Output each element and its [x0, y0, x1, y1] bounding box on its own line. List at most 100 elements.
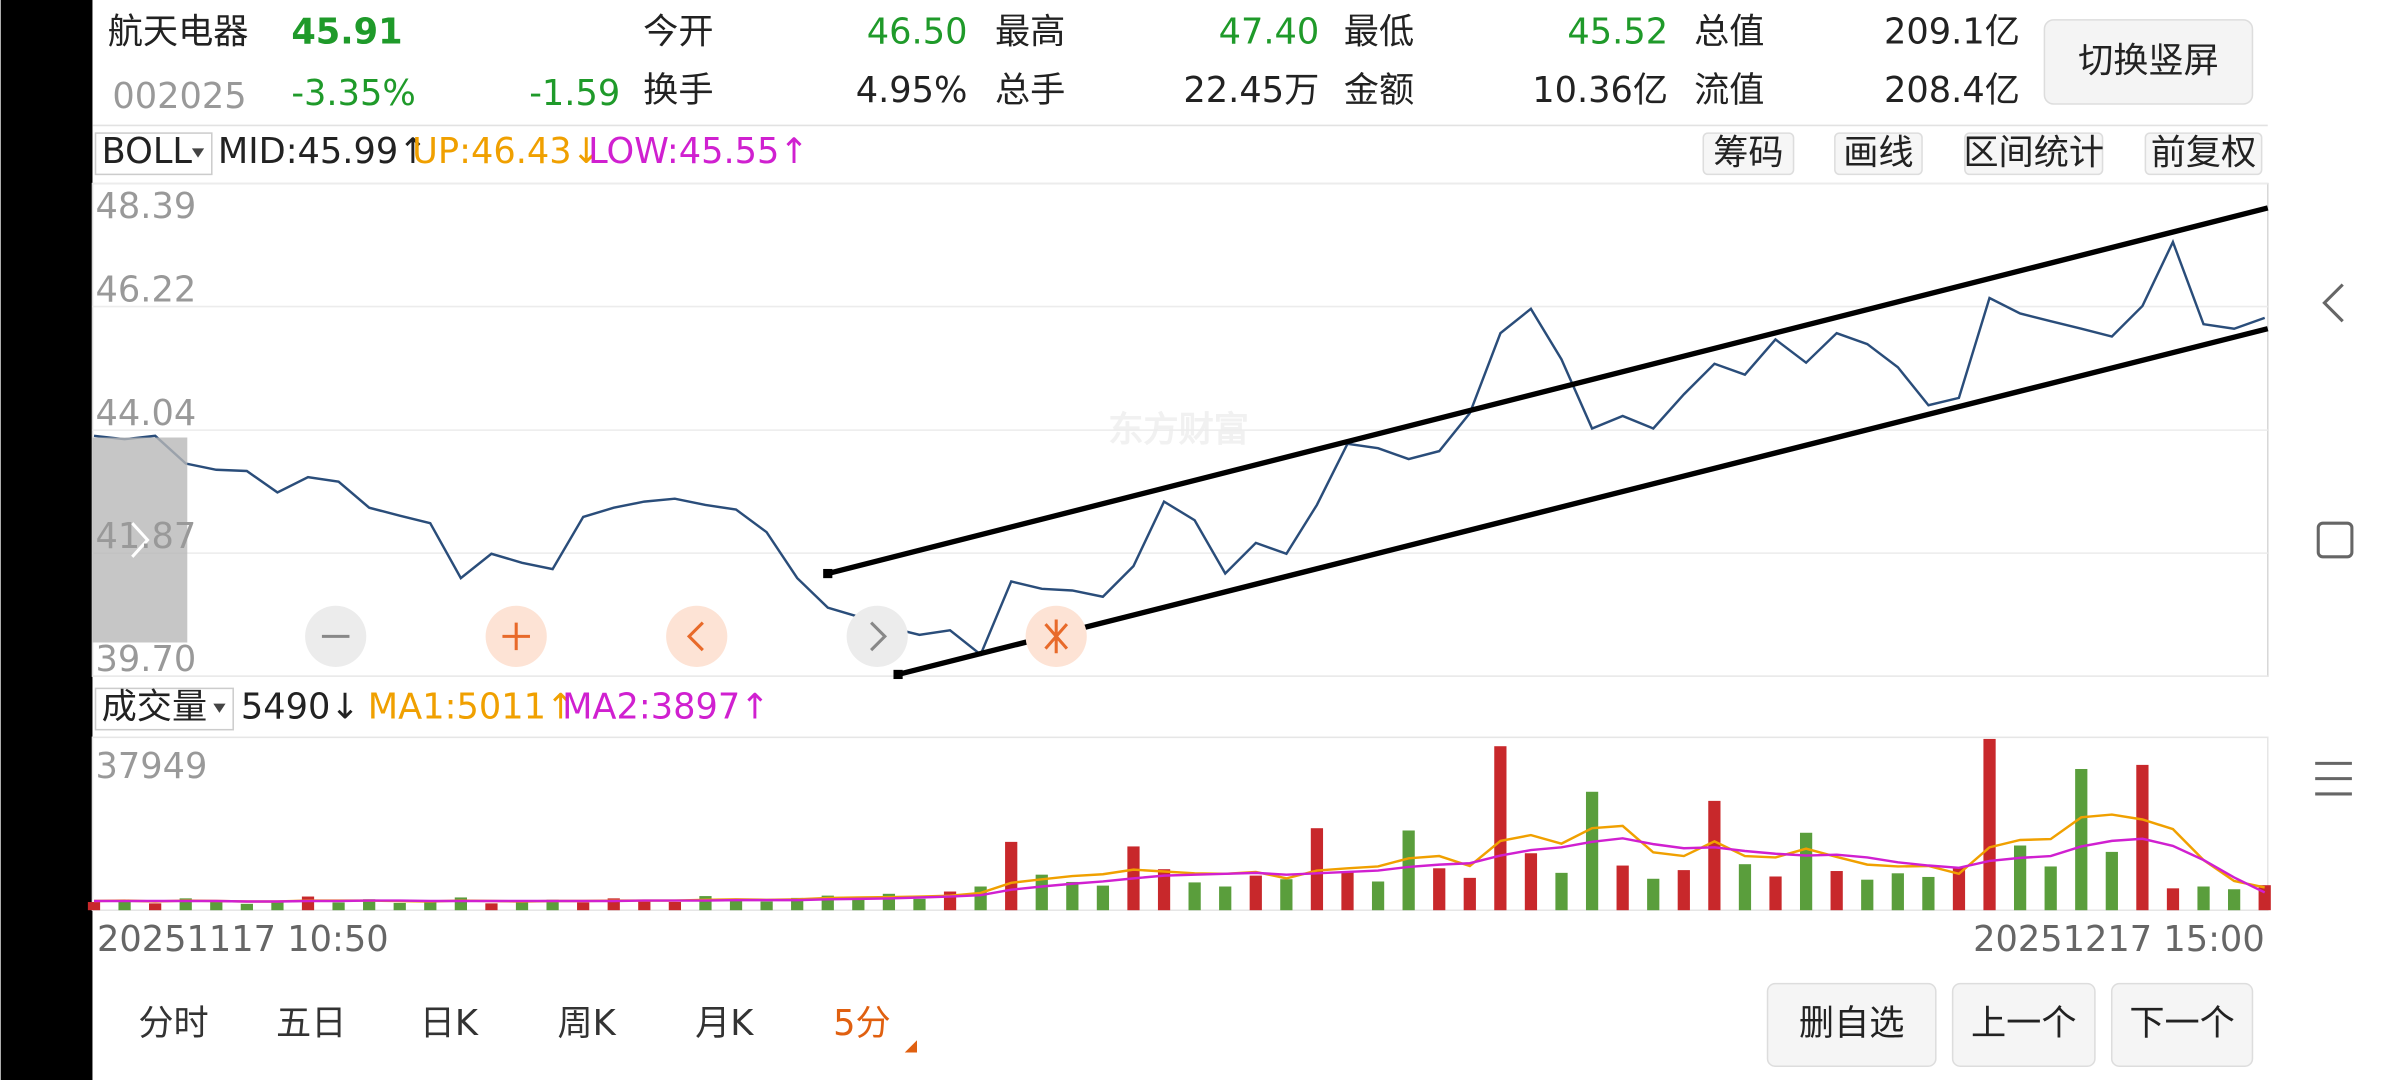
volume-bar [1341, 871, 1354, 911]
volume-bar [1524, 853, 1538, 911]
toolbar-label[interactable]: 区间统计 [1963, 133, 2104, 174]
volume-bar [1035, 874, 1048, 911]
icon [870, 621, 888, 652]
period-tab[interactable]: 分时 [138, 1003, 208, 1044]
volume-bar [2197, 886, 2210, 911]
stat-label: 换手 [643, 70, 713, 111]
volume-bar [1861, 879, 1874, 911]
volume-bar [546, 899, 559, 911]
volume-bar [1891, 873, 1904, 911]
stock-code: 002025 [112, 76, 246, 117]
volume-bar [1769, 876, 1782, 911]
volume-bar [424, 901, 437, 911]
action-label[interactable]: 下一个 [2129, 1003, 2235, 1044]
action-button[interactable] [2110, 982, 2254, 1067]
action-button[interactable] [1951, 982, 2096, 1067]
legend-entry: LOW:45.55↑ [588, 131, 809, 172]
trend-handle [823, 568, 833, 579]
indicator-select[interactable] [94, 132, 213, 176]
period-tab[interactable]: 周K [557, 1003, 616, 1044]
nav-back[interactable] [2322, 283, 2344, 323]
volume-bar [1188, 882, 1201, 911]
period-tab[interactable]: 月K [695, 1003, 754, 1044]
period-tab[interactable]: 日K [420, 1003, 479, 1044]
stat-value: 209.1亿 [1884, 12, 2020, 53]
volume-bar [1463, 877, 1476, 911]
period-tab[interactable]: 五日 [276, 1003, 346, 1044]
y-tick-label: 48.39 [96, 186, 197, 227]
trend-line [897, 326, 2269, 678]
volume-bar [240, 903, 253, 911]
move-left[interactable] [666, 605, 728, 667]
volume-frame [91, 736, 2269, 911]
volume-bar [1280, 879, 1293, 911]
volume-bar [1585, 791, 1599, 911]
volume-bar [363, 899, 376, 911]
volume-bar [87, 901, 101, 911]
volume-bar [332, 902, 345, 911]
trend-handle [893, 669, 903, 680]
stat-label: 金额 [1344, 70, 1414, 111]
action-button[interactable] [1766, 982, 1937, 1067]
nav-home[interactable] [2316, 521, 2354, 559]
volume-bar [2013, 845, 2027, 911]
plot-layer [87, 182, 2271, 911]
volume-bar [1249, 875, 1262, 911]
y-tick-label: 41.87 [96, 516, 197, 557]
stat-value: 22.45万 [1183, 70, 1319, 111]
left-edge [0, 0, 93, 1080]
period-tab[interactable]: 5分 [833, 1003, 891, 1044]
scroll-arrow [131, 522, 150, 558]
stat-label: 流值 [1694, 70, 1764, 111]
stat-value: 47.40 [1219, 12, 1320, 53]
volume-bar [1219, 886, 1232, 911]
stat-label: 总值 [1694, 12, 1764, 53]
volume-bar [607, 898, 620, 911]
indicator-name[interactable]: BOLL [102, 131, 193, 172]
volume-bar [1005, 841, 1018, 911]
toolbar-button[interactable] [2144, 132, 2263, 176]
indicator-name[interactable]: 成交量 [102, 686, 208, 727]
move-right[interactable] [846, 605, 908, 667]
volume-bar [1402, 830, 1415, 911]
y-tick-label: 46.22 [96, 269, 197, 310]
orientation-button-label[interactable]: 切换竖屏 [2078, 41, 2219, 82]
stat-value: 46.50 [867, 12, 968, 53]
legend-entry: MID:45.99↑ [218, 131, 428, 172]
scroll-handle[interactable] [92, 437, 188, 643]
volume-bar [577, 902, 590, 911]
volume-bar [760, 901, 773, 911]
trend-line [827, 205, 2269, 577]
stat-value: 4.95% [856, 70, 968, 111]
toolbar-button[interactable] [1702, 132, 1795, 176]
volume-bar [729, 899, 743, 911]
nav-menu[interactable] [2315, 761, 2352, 796]
volume-bar [1616, 865, 1629, 911]
volume-bar [1799, 832, 1813, 911]
y-tick-label: 44.04 [96, 393, 197, 434]
toolbar-button[interactable] [1834, 132, 1923, 176]
stat-label: 最低 [1344, 12, 1414, 53]
toolbar-label[interactable]: 前复权 [2151, 133, 2257, 174]
volume-bar [2075, 768, 2088, 911]
volume-bar [974, 886, 987, 911]
indicator-select[interactable] [94, 687, 234, 731]
stat-label: 今开 [643, 12, 713, 53]
stock-name: 航天电器 [108, 12, 249, 53]
volume-bar [485, 903, 498, 911]
volume-bar [1066, 881, 1079, 911]
volume-bar [210, 901, 223, 911]
volume-bar [1310, 828, 1324, 911]
stock-price: 45.91 [291, 12, 402, 53]
volume-bar [179, 898, 192, 911]
y-tick-label: 39.70 [96, 639, 197, 680]
volume-bar [668, 901, 682, 911]
toolbar-button[interactable] [1964, 132, 2104, 176]
toolbar-label[interactable]: 筹码 [1713, 133, 1783, 174]
orientation-button[interactable] [2043, 19, 2254, 105]
action-label[interactable]: 上一个 [1971, 1003, 2077, 1044]
action-label[interactable]: 删自选 [1799, 1003, 1905, 1044]
icon [686, 621, 704, 652]
toolbar-label[interactable]: 画线 [1843, 133, 1913, 174]
